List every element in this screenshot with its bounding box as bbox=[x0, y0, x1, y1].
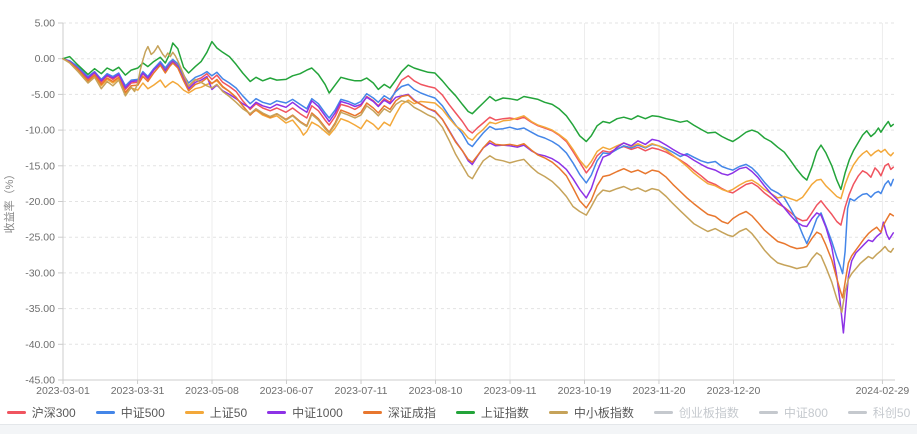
legend-item-szzs[interactable]: 上证指数 bbox=[455, 404, 529, 421]
legend-item-zz800[interactable]: 中证800 bbox=[758, 404, 828, 421]
x-tick-label: 2023-03-31 bbox=[111, 385, 165, 397]
legend-label-sz50: 上证50 bbox=[209, 405, 248, 420]
x-tick-label: 2023-05-08 bbox=[185, 385, 239, 397]
legend-label-hs300: 沪深300 bbox=[31, 405, 76, 420]
y-tick-label: -5.00 bbox=[31, 89, 55, 101]
y-tick-label: -35.00 bbox=[25, 303, 55, 315]
series-line-sz50 bbox=[62, 57, 895, 202]
series-line-szzs bbox=[62, 40, 895, 191]
legend-label-zz1000: 中证1000 bbox=[292, 405, 343, 420]
y-tick-label: -45.00 bbox=[25, 375, 55, 387]
series-line-szcz bbox=[62, 57, 895, 299]
legend-label-zxb: 中小板指数 bbox=[573, 405, 634, 420]
chart-legend: 沪深300 中证500 上证50 中证1000 深证成指 上证指数 中小板指数 创业板指数 中证… bbox=[0, 402, 917, 422]
legend-item-zxb[interactable]: 中小板指数 bbox=[548, 404, 634, 421]
y-tick-label: -25.00 bbox=[25, 232, 55, 244]
legend-label-cyb: 创业板指数 bbox=[678, 405, 739, 420]
page-footer-strip bbox=[0, 424, 917, 434]
legend-swatch-zz800 bbox=[758, 410, 778, 414]
x-tick-label: 2023-08-10 bbox=[409, 385, 463, 397]
x-tick-label: 2023-07-11 bbox=[335, 385, 388, 397]
legend-label-szzs: 上证指数 bbox=[480, 405, 529, 420]
x-tick-label: 2023-06-07 bbox=[260, 385, 314, 397]
legend-item-hs300[interactable]: 沪深300 bbox=[6, 404, 76, 421]
legend-label-zz500: 中证500 bbox=[120, 405, 165, 420]
legend-label-zz800: 中证800 bbox=[783, 405, 828, 420]
y-tick-label: -10.00 bbox=[25, 125, 55, 137]
y-tick-label: -20.00 bbox=[25, 196, 55, 208]
legend-swatch-szcz bbox=[362, 410, 382, 414]
legend-swatch-zxb bbox=[548, 410, 568, 414]
y-tick-label: -40.00 bbox=[25, 339, 55, 351]
x-tick-label: 2024-02-29 bbox=[856, 385, 910, 397]
legend-item-kc50[interactable]: 科创50 bbox=[847, 404, 911, 421]
series-line-zxb bbox=[62, 45, 895, 313]
y-tick-label: -30.00 bbox=[25, 267, 55, 279]
legend-swatch-hs300 bbox=[6, 410, 26, 414]
x-tick-label: 2023-12-20 bbox=[707, 385, 761, 397]
legend-swatch-zz500 bbox=[95, 410, 115, 414]
series-line-zz500 bbox=[62, 57, 895, 275]
x-tick-label: 2023-03-01 bbox=[36, 385, 90, 397]
legend-label-szcz: 深证成指 bbox=[387, 405, 436, 420]
y-tick-label: 5.00 bbox=[35, 18, 56, 30]
returns-line-chart[interactable]: 5.00 0.00 -5.00 -10.00 -15.00 -20.00 -25.00 -30… bbox=[0, 0, 917, 400]
series-line-hs300 bbox=[62, 57, 895, 226]
legend-item-zz1000[interactable]: 中证1000 bbox=[267, 404, 343, 421]
legend-item-sz50[interactable]: 上证50 bbox=[184, 404, 248, 421]
legend-swatch-kc50 bbox=[847, 410, 867, 414]
legend-item-cyb[interactable]: 创业板指数 bbox=[653, 404, 739, 421]
legend-item-szcz[interactable]: 深证成指 bbox=[362, 404, 436, 421]
legend-label-kc50: 科创50 bbox=[872, 405, 911, 420]
series-line-zz1000 bbox=[62, 57, 895, 334]
legend-swatch-szzs bbox=[455, 410, 475, 414]
y-tick-label: -15.00 bbox=[25, 160, 55, 172]
legend-swatch-sz50 bbox=[184, 410, 204, 414]
legend-item-zz500[interactable]: 中证500 bbox=[95, 404, 165, 421]
x-tick-label: 2023-11-20 bbox=[632, 385, 685, 397]
y-axis-title: 收益率（%） bbox=[2, 169, 16, 234]
x-tick-label: 2023-10-19 bbox=[558, 385, 612, 397]
legend-swatch-zz1000 bbox=[267, 410, 287, 414]
y-tick-label: 0.00 bbox=[35, 53, 56, 65]
legend-swatch-cyb bbox=[653, 410, 673, 414]
x-tick-label: 2023-09-11 bbox=[484, 385, 537, 397]
